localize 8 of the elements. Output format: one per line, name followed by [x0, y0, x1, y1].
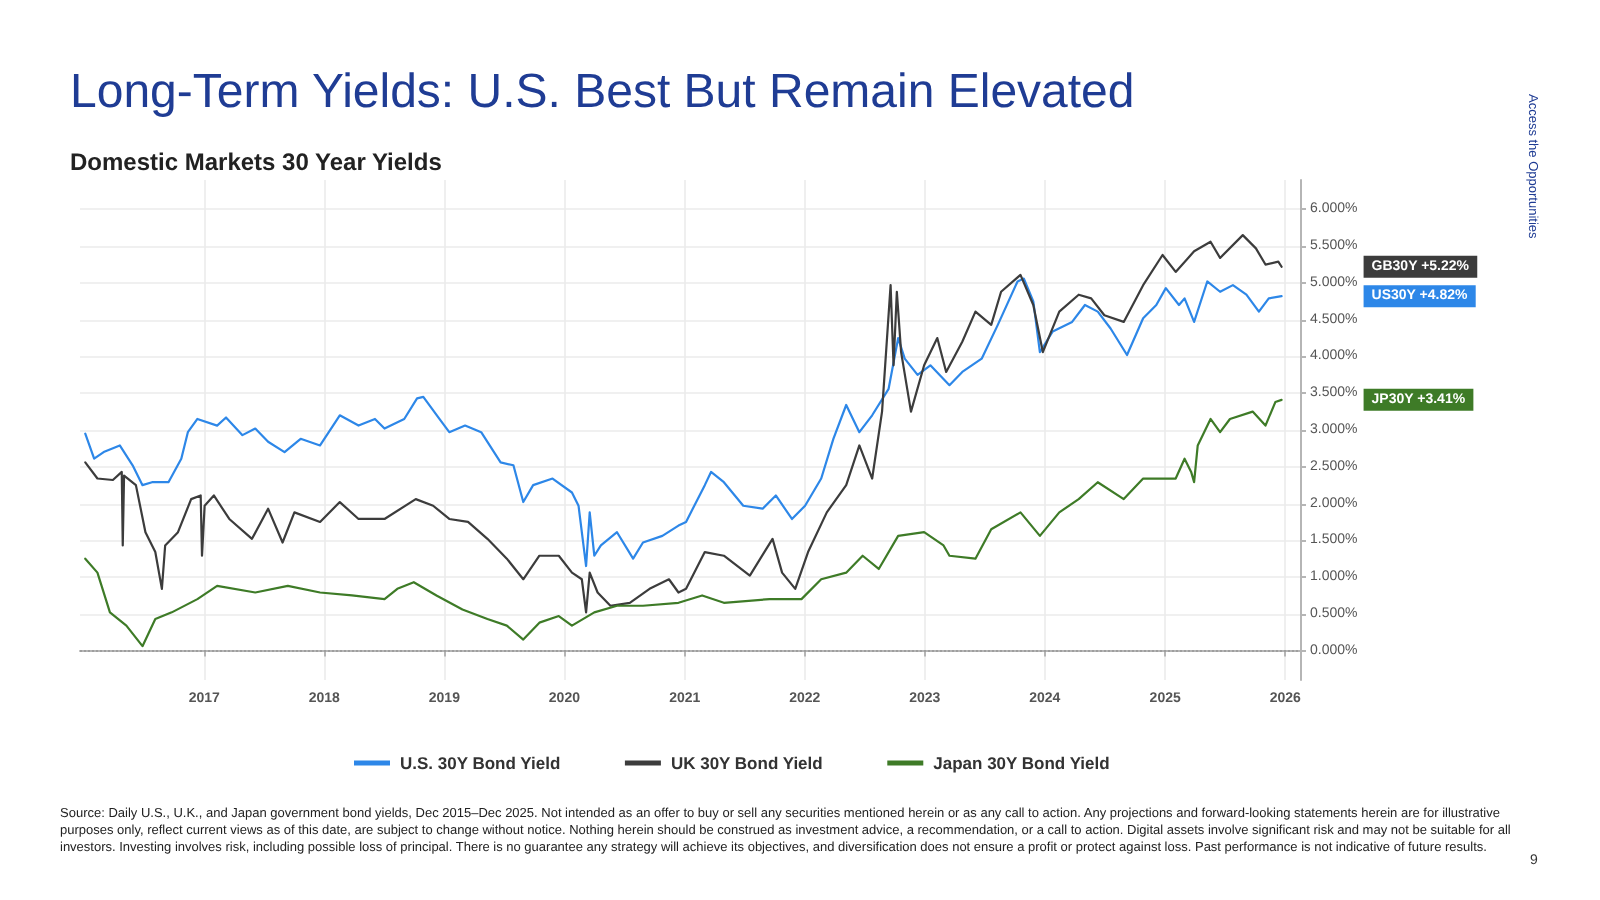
line-series	[84, 277, 1283, 568]
chart-subtitle: Domestic Markets 30 Year Yields	[70, 148, 443, 176]
legend-label: Japan 30Y Bond Yield	[933, 753, 1110, 773]
line-series	[84, 234, 1283, 614]
line-series	[84, 398, 1283, 648]
legend-label: UK 30Y Bond Yield	[670, 753, 823, 773]
legend-label: U.S. 30Y Bond Yield	[400, 753, 561, 773]
chart-title: Long-Term Yields: U.S. Best But Remain Elevated	[70, 65, 1135, 119]
